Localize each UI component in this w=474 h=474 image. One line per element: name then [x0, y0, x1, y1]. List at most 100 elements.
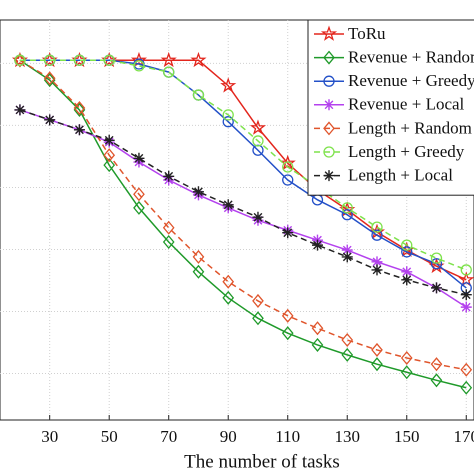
marker: [282, 174, 294, 186]
marker: [103, 148, 116, 163]
series: [14, 53, 473, 377]
x-tick-label: 30: [41, 427, 58, 446]
marker: [14, 104, 26, 116]
marker: [311, 239, 323, 251]
marker: [341, 347, 354, 362]
marker: [341, 244, 353, 256]
marker: [400, 365, 413, 380]
marker: [282, 161, 294, 173]
marker: [73, 54, 86, 66]
marker: [43, 71, 56, 86]
marker: [252, 144, 264, 156]
marker: [401, 246, 413, 258]
marker: [371, 256, 383, 268]
marker: [160, 51, 177, 68]
marker: [163, 170, 175, 182]
marker: [252, 211, 264, 223]
marker: [192, 89, 205, 101]
marker: [371, 342, 383, 357]
marker: [281, 308, 294, 323]
marker: [430, 258, 443, 270]
marker: [43, 73, 56, 88]
marker: [163, 66, 175, 78]
marker: [311, 321, 324, 336]
marker: [401, 266, 413, 278]
marker: [401, 274, 413, 286]
marker: [222, 290, 235, 305]
marker: [222, 199, 234, 211]
marker: [400, 350, 413, 365]
marker: [281, 326, 294, 341]
marker: [130, 51, 148, 68]
x-tick-label: 90: [220, 427, 237, 446]
legend-label: Length + Random: [348, 118, 472, 137]
marker: [220, 77, 237, 93]
legend-box: [307, 19, 474, 196]
marker: [460, 380, 473, 395]
series-line: [19, 109, 467, 308]
marker: [190, 51, 207, 68]
marker: [252, 293, 264, 308]
marker: [323, 146, 335, 158]
marker: [320, 25, 338, 41]
legend-label: Revenue + Local: [348, 95, 465, 114]
marker: [460, 289, 472, 301]
marker: [14, 54, 26, 66]
marker: [431, 282, 443, 294]
series: [14, 104, 472, 301]
marker: [192, 186, 204, 198]
marker: [430, 373, 443, 388]
x-tick-label: 130: [334, 427, 360, 446]
marker: [460, 362, 473, 377]
marker: [44, 114, 56, 126]
marker: [133, 200, 145, 215]
marker: [401, 239, 413, 251]
series-line: [19, 109, 467, 296]
marker: [323, 99, 335, 111]
x-tick-label: 110: [275, 427, 300, 446]
x-tick-label: 70: [160, 427, 177, 446]
marker: [279, 154, 296, 171]
series-line: [19, 59, 467, 389]
marker: [323, 75, 335, 87]
legend: ToRu Revenue + Random Revenue + Greedy Reve…: [307, 19, 474, 196]
marker: [371, 229, 383, 241]
marker: [73, 124, 85, 136]
marker: [162, 235, 175, 250]
legend-label: ToRu: [348, 24, 386, 43]
marker: [162, 220, 175, 235]
marker: [222, 116, 234, 128]
x-tick-label: 170: [454, 427, 474, 446]
legend-label: Revenue + Greedy: [348, 71, 474, 90]
legend-label: Length + Local: [348, 166, 453, 185]
marker: [14, 53, 26, 68]
marker: [103, 158, 116, 173]
legend-label: Length + Greedy: [348, 142, 465, 161]
legend-label: Revenue + Random: [348, 48, 474, 67]
marker: [371, 357, 383, 372]
marker: [133, 152, 145, 164]
marker: [103, 134, 115, 146]
series-layer: [11, 51, 474, 395]
marker: [460, 264, 472, 276]
marker: [222, 274, 235, 289]
marker: [323, 50, 335, 65]
marker: [371, 221, 383, 233]
marker: [341, 209, 353, 221]
marker: [73, 101, 86, 116]
marker: [252, 135, 264, 147]
marker: [133, 187, 145, 202]
marker: [103, 54, 115, 66]
marker: [282, 227, 294, 239]
marker: [341, 202, 353, 214]
series-line: [19, 59, 467, 271]
marker: [371, 264, 383, 276]
marker: [73, 102, 86, 117]
marker: [430, 252, 443, 264]
x-tick-label: 50: [101, 427, 118, 446]
marker: [133, 60, 145, 72]
marker: [44, 54, 56, 66]
marker: [341, 332, 354, 348]
marker: [341, 251, 353, 263]
